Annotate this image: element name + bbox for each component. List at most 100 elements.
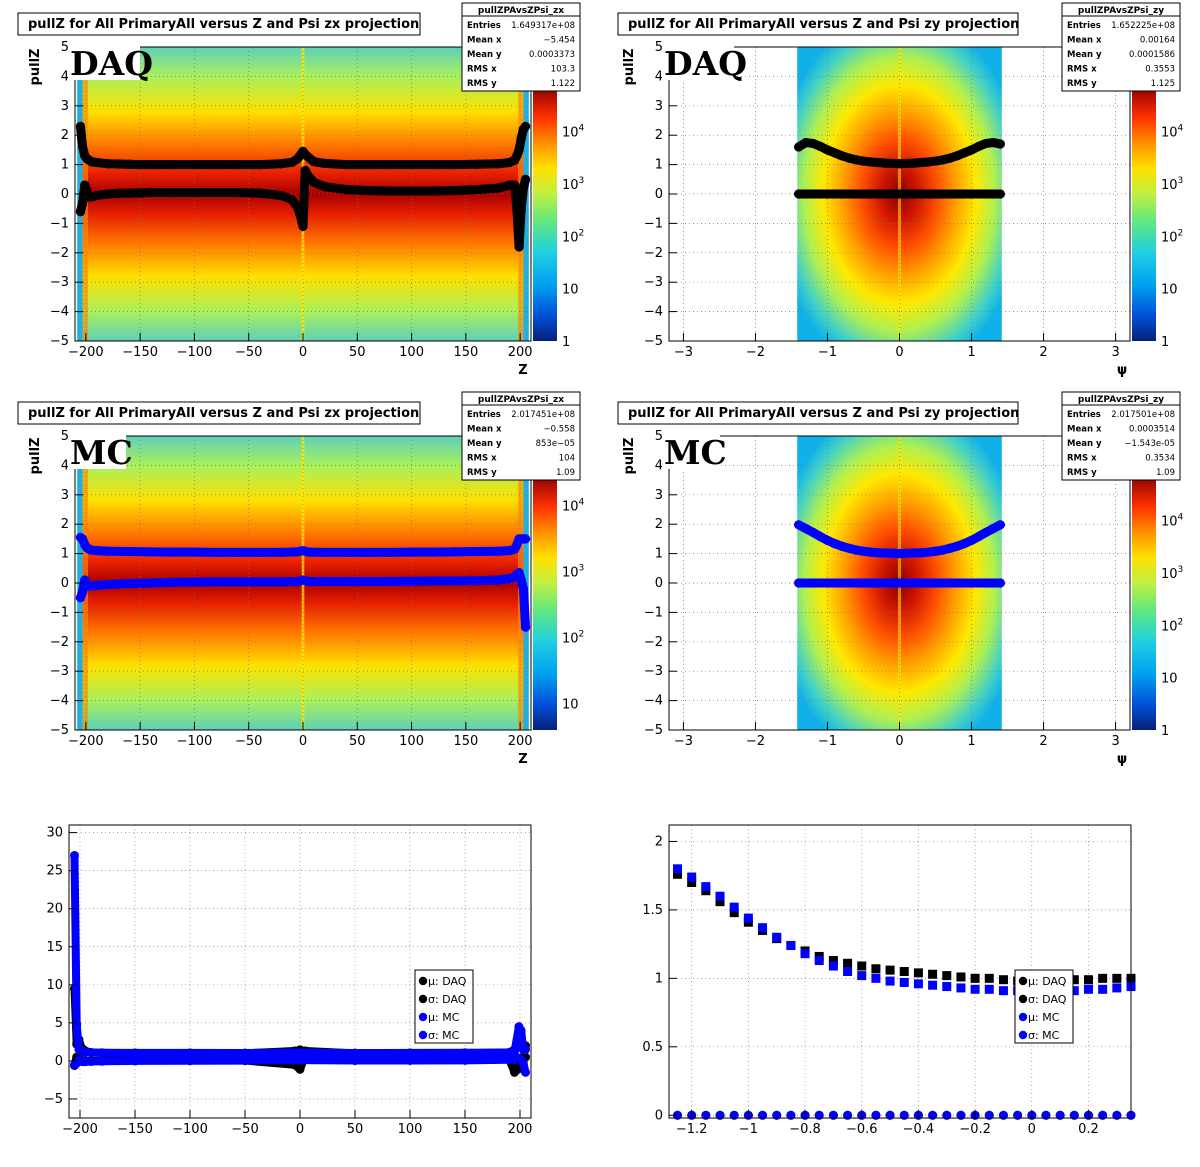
x-axis-label: ψ <box>1117 363 1127 378</box>
data-point <box>885 976 895 986</box>
plot-frame <box>668 824 1132 1119</box>
data-point <box>701 882 711 892</box>
mu-marker-band <box>518 174 531 193</box>
stats-box <box>1061 2 1181 92</box>
data-point <box>942 982 952 992</box>
data-point <box>758 923 768 933</box>
x-tick-label: −1 <box>739 1122 758 1137</box>
legend-marker <box>1018 994 1028 1004</box>
x-tick-label: 0 <box>296 1122 304 1137</box>
data-point <box>786 940 796 950</box>
x-axis-label: Z <box>518 752 527 767</box>
sigma-marker-band <box>988 520 1005 534</box>
legend-marker <box>418 976 428 986</box>
y-tick-label: 4 <box>655 458 663 473</box>
x-tick-label: −2 <box>746 345 765 360</box>
palette-label: 104 <box>562 124 585 141</box>
y-tick-label: 20 <box>46 902 63 917</box>
x-tick-label: 150 <box>453 734 478 749</box>
legend-label: μ: MC <box>1028 1011 1060 1024</box>
palette-label-exponent: 2 <box>579 228 585 238</box>
data-point <box>871 973 881 983</box>
stats-value: 2.017501e+08 <box>1111 410 1175 420</box>
data-band <box>461 1055 513 1065</box>
palette-label: 104 <box>562 498 585 515</box>
stats-value: 0.0001586 <box>1129 50 1175 60</box>
palette-bar <box>1132 476 1156 730</box>
palette-label-exponent: 4 <box>579 498 585 508</box>
data-point <box>998 975 1008 985</box>
stats-key: Mean y <box>467 50 502 60</box>
palette-label: 103 <box>1161 565 1183 582</box>
data-band <box>519 1058 530 1077</box>
legend-label: μ: MC <box>428 1011 460 1024</box>
y-tick-label: 1 <box>61 158 69 173</box>
y-tick-label: −3 <box>644 275 663 290</box>
x-tick-label: −50 <box>235 345 262 360</box>
y-axis-label: pullZ <box>622 49 637 86</box>
chart-title: pullZ for All PrimaryAll versus Z and Ps… <box>28 406 419 421</box>
x-tick-label: −1 <box>818 734 837 749</box>
palette-label: 102 <box>1161 228 1183 245</box>
data-point <box>673 869 683 879</box>
dataset-tag: MC <box>70 433 133 472</box>
stats-key: Mean y <box>467 439 502 449</box>
y-tick-label: 15 <box>46 940 63 955</box>
palette-label: 10 <box>562 698 579 713</box>
palette-bar <box>1132 87 1156 341</box>
title-box <box>617 401 1019 425</box>
x-tick-label: −100 <box>177 734 213 749</box>
stats-key: RMS x <box>467 65 497 75</box>
y-tick-label: −5 <box>644 723 663 738</box>
x-tick-label: −2 <box>746 734 765 749</box>
data-point <box>772 932 782 942</box>
y-tick-label: −3 <box>50 664 69 679</box>
stats-value: 853e−05 <box>536 439 575 449</box>
x-tick-label: −1.2 <box>676 1122 708 1137</box>
legend-marker <box>1018 976 1028 986</box>
x-tick-label: 0 <box>299 734 307 749</box>
x-tick-label: −0.8 <box>789 1122 821 1137</box>
y-tick-label: −1 <box>644 605 663 620</box>
y-tick-label: 1 <box>655 158 663 173</box>
y-tick-label: −5 <box>50 334 69 349</box>
y-tick-label: −4 <box>644 305 663 320</box>
x-tick-label: 2 <box>1039 345 1047 360</box>
stats-title: pullZPAvsZPsi_zy <box>1078 395 1164 405</box>
y-tick-label: 2 <box>61 517 69 532</box>
title-box <box>17 12 421 36</box>
data-point <box>984 973 994 983</box>
data-point <box>729 908 739 918</box>
data-point <box>1083 975 1093 985</box>
x-tick-label: −0.4 <box>903 1122 935 1137</box>
x-tick-label: −50 <box>231 1122 258 1137</box>
x-tick-label: 0 <box>1028 1122 1036 1137</box>
legend-marker <box>418 1030 428 1040</box>
y-tick-label: 0.5 <box>642 1040 663 1055</box>
x-tick-label: 100 <box>398 1122 423 1137</box>
x-tick-label: 0 <box>895 734 903 749</box>
stats-key: Mean x <box>1067 425 1102 435</box>
y-tick-label: 0 <box>655 187 663 202</box>
x-tick-label: 3 <box>1111 734 1119 749</box>
y-axis-label: pullZ <box>622 438 637 475</box>
stats-value: 1.09 <box>1156 468 1175 478</box>
palette-label: 104 <box>1161 124 1184 141</box>
chart-title: pullZ for All PrimaryAll versus Z and Ps… <box>628 406 1019 421</box>
y-tick-label: 5 <box>61 429 69 444</box>
stats-value: 1.649317e+08 <box>511 21 575 31</box>
stats-box <box>461 2 581 92</box>
legend-marker <box>1018 1012 1028 1022</box>
panel-mc_zx: −200 −150 −100 −50 0 50 100 150 200 −5 −4 −3 −2 −1 0 1 2… <box>17 391 585 767</box>
stats-value: 0.3534 <box>1145 454 1175 464</box>
y-tick-label: 4 <box>61 458 69 473</box>
legend-label: σ: MC <box>1028 1029 1060 1042</box>
y-tick-label: −4 <box>644 694 663 709</box>
data-point <box>942 971 952 981</box>
dataset-tag: MC <box>664 433 727 472</box>
data-point <box>843 967 853 976</box>
stats-key: Entries <box>1067 410 1101 420</box>
stats-value: 0.0003514 <box>1129 425 1175 435</box>
data-point <box>1112 983 1122 993</box>
stats-title: pullZPAvsZPsi_zy <box>1078 6 1164 16</box>
